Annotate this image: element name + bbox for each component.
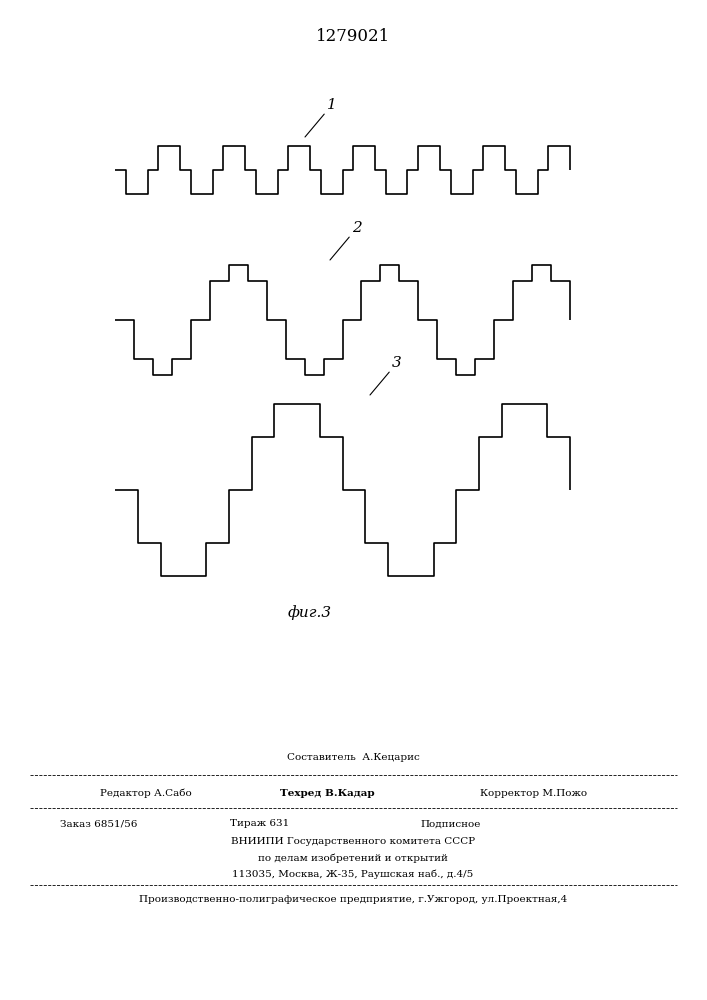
Text: 1279021: 1279021 — [316, 28, 390, 45]
Text: Подписное: Подписное — [420, 820, 480, 828]
Text: 3: 3 — [370, 356, 402, 395]
Text: Производственно-полиграфическое предприятие, г.Ужгород, ул.Проектная,4: Производственно-полиграфическое предприя… — [139, 896, 567, 904]
Text: Редактор А.Сабо: Редактор А.Сабо — [100, 788, 192, 798]
Text: 113035, Москва, Ж-35, Раушская наб., д.4/5: 113035, Москва, Ж-35, Раушская наб., д.4… — [233, 869, 474, 879]
Text: Техред В.Кадар: Техред В.Кадар — [280, 788, 375, 798]
Text: Корректор М.Пожо: Корректор М.Пожо — [480, 788, 587, 798]
Text: 2: 2 — [330, 221, 362, 260]
Text: Составитель  А.Кецарис: Составитель А.Кецарис — [286, 754, 419, 762]
Text: ВНИИПИ Государственного комитета СССР: ВНИИПИ Государственного комитета СССР — [231, 838, 475, 846]
Text: по делам изобретений и открытий: по делам изобретений и открытий — [258, 853, 448, 863]
Text: Заказ 6851/56: Заказ 6851/56 — [60, 820, 137, 828]
Text: 1: 1 — [305, 98, 337, 137]
Text: фиг.3: фиг.3 — [288, 605, 332, 620]
Text: Тираж 631: Тираж 631 — [230, 820, 289, 828]
